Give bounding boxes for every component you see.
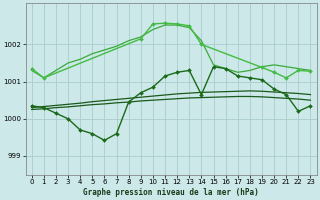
X-axis label: Graphe pression niveau de la mer (hPa): Graphe pression niveau de la mer (hPa)	[83, 188, 259, 197]
